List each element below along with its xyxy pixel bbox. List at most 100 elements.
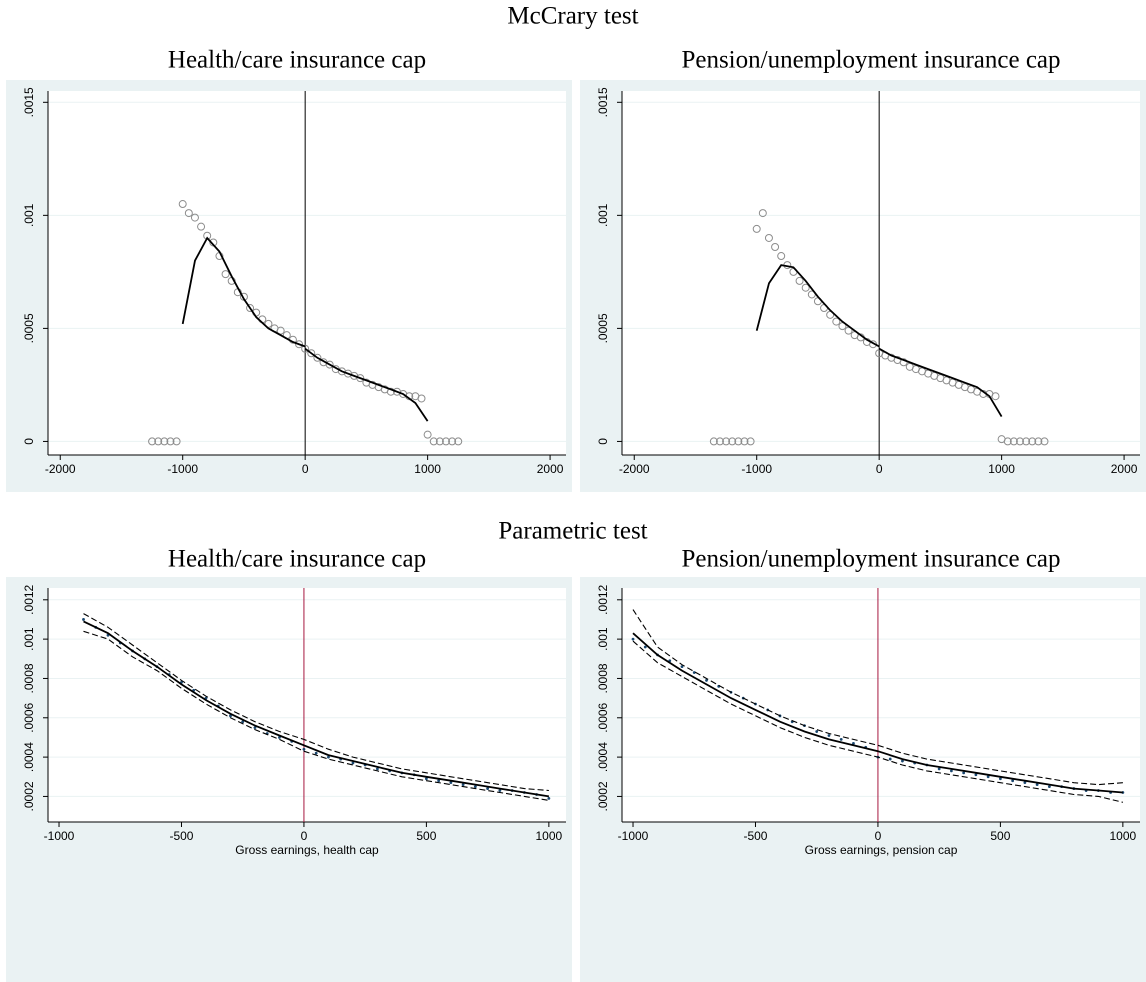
data-point — [709, 437, 718, 446]
data-point — [448, 437, 457, 446]
data-point — [351, 761, 355, 765]
data-point — [461, 783, 465, 787]
data-point — [1011, 779, 1015, 783]
data-point — [166, 437, 175, 446]
data-point — [376, 767, 379, 771]
data-point — [901, 759, 904, 763]
x-tick-label: -500 — [169, 829, 193, 843]
data-point — [722, 437, 731, 446]
x-tick-label: -2000 — [45, 462, 76, 476]
data-point — [429, 437, 438, 446]
data-point — [197, 222, 206, 231]
y-tick-label: .001 — [596, 203, 610, 227]
x-tick-label: -2000 — [619, 462, 650, 476]
data-point — [307, 349, 316, 358]
y-tick-label: .001 — [22, 203, 36, 227]
x-tick-label: -1000 — [44, 829, 75, 843]
data-point — [301, 344, 310, 353]
x-tick-label: 500 — [416, 829, 436, 843]
data-point — [473, 785, 477, 789]
data-point — [705, 679, 708, 682]
data-point — [1009, 437, 1018, 446]
data-point — [795, 276, 804, 285]
data-point — [178, 200, 187, 209]
data-point — [1023, 781, 1027, 785]
data-point — [435, 437, 444, 446]
data-point — [437, 779, 441, 783]
section-title: McCrary test — [507, 3, 638, 30]
data-point — [325, 360, 334, 369]
data-point — [832, 317, 841, 326]
data-point — [154, 437, 163, 446]
data-point — [1040, 437, 1049, 446]
data-point — [423, 430, 432, 439]
data-point — [839, 738, 843, 741]
data-point — [991, 392, 1000, 401]
data-point — [974, 773, 978, 777]
plot-area — [48, 588, 566, 822]
data-point — [246, 304, 255, 313]
y-tick-label: .0008 — [596, 663, 610, 693]
x-axis-label: Gross earnings, pension cap — [805, 843, 958, 857]
data-point — [1028, 437, 1037, 446]
data-point — [998, 777, 1002, 781]
y-tick-label: .0004 — [596, 742, 610, 772]
y-tick-label: .0002 — [22, 781, 36, 811]
data-point — [386, 387, 395, 396]
x-tick-label: 1000 — [414, 462, 441, 476]
confidence-band — [83, 630, 549, 801]
plot-area — [48, 91, 566, 455]
data-point — [1034, 437, 1043, 446]
confidence-band — [632, 640, 1124, 803]
data-point — [148, 437, 157, 446]
data-point — [295, 340, 304, 349]
data-point — [740, 437, 749, 446]
data-point — [899, 358, 908, 367]
data-point — [1022, 437, 1031, 446]
data-point — [771, 243, 780, 251]
x-tick-label: 0 — [876, 462, 883, 476]
plot-area — [622, 588, 1140, 822]
data-point — [852, 741, 855, 745]
confidence-band — [83, 613, 549, 792]
data-point — [160, 437, 169, 446]
data-point — [888, 757, 892, 761]
data-point — [728, 437, 737, 446]
x-axis-label: Gross earnings, health cap — [235, 843, 379, 857]
data-point — [801, 283, 810, 292]
fit-line — [181, 236, 429, 422]
data-point — [327, 755, 330, 759]
x-tick-label: -1000 — [618, 829, 649, 843]
panel-title: Health/care insurance cap — [168, 546, 426, 573]
y-tick-label: .0006 — [22, 702, 36, 732]
data-point — [764, 233, 773, 242]
data-point — [1047, 785, 1051, 789]
data-point — [643, 645, 647, 649]
confidence-band — [632, 609, 1123, 786]
y-tick-label: .0004 — [22, 742, 36, 772]
data-point — [172, 437, 181, 446]
data-point — [417, 394, 426, 403]
x-tick-label: 1000 — [536, 829, 563, 843]
x-tick-label: 500 — [990, 829, 1010, 843]
section-title: Parametric test — [498, 518, 647, 545]
data-point — [962, 771, 966, 775]
x-tick-label: 2000 — [1111, 462, 1138, 476]
y-tick-label: .0008 — [22, 663, 36, 693]
data-point — [424, 777, 428, 781]
y-tick-label: .0012 — [596, 584, 610, 614]
data-point — [746, 437, 755, 446]
panel-title: Pension/unemployment insurance cap — [681, 546, 1060, 573]
x-tick-label: 0 — [301, 829, 308, 843]
panel-title: Pension/unemployment insurance cap — [681, 47, 1060, 74]
data-point — [313, 353, 322, 362]
data-point — [1015, 437, 1024, 446]
data-point — [937, 767, 941, 771]
x-tick-label: 1000 — [1110, 829, 1137, 843]
data-point — [752, 224, 761, 233]
y-tick-label: 0 — [596, 438, 610, 445]
x-tick-label: 0 — [875, 829, 882, 843]
x-tick-label: 0 — [302, 462, 309, 476]
data-point — [1035, 783, 1039, 787]
